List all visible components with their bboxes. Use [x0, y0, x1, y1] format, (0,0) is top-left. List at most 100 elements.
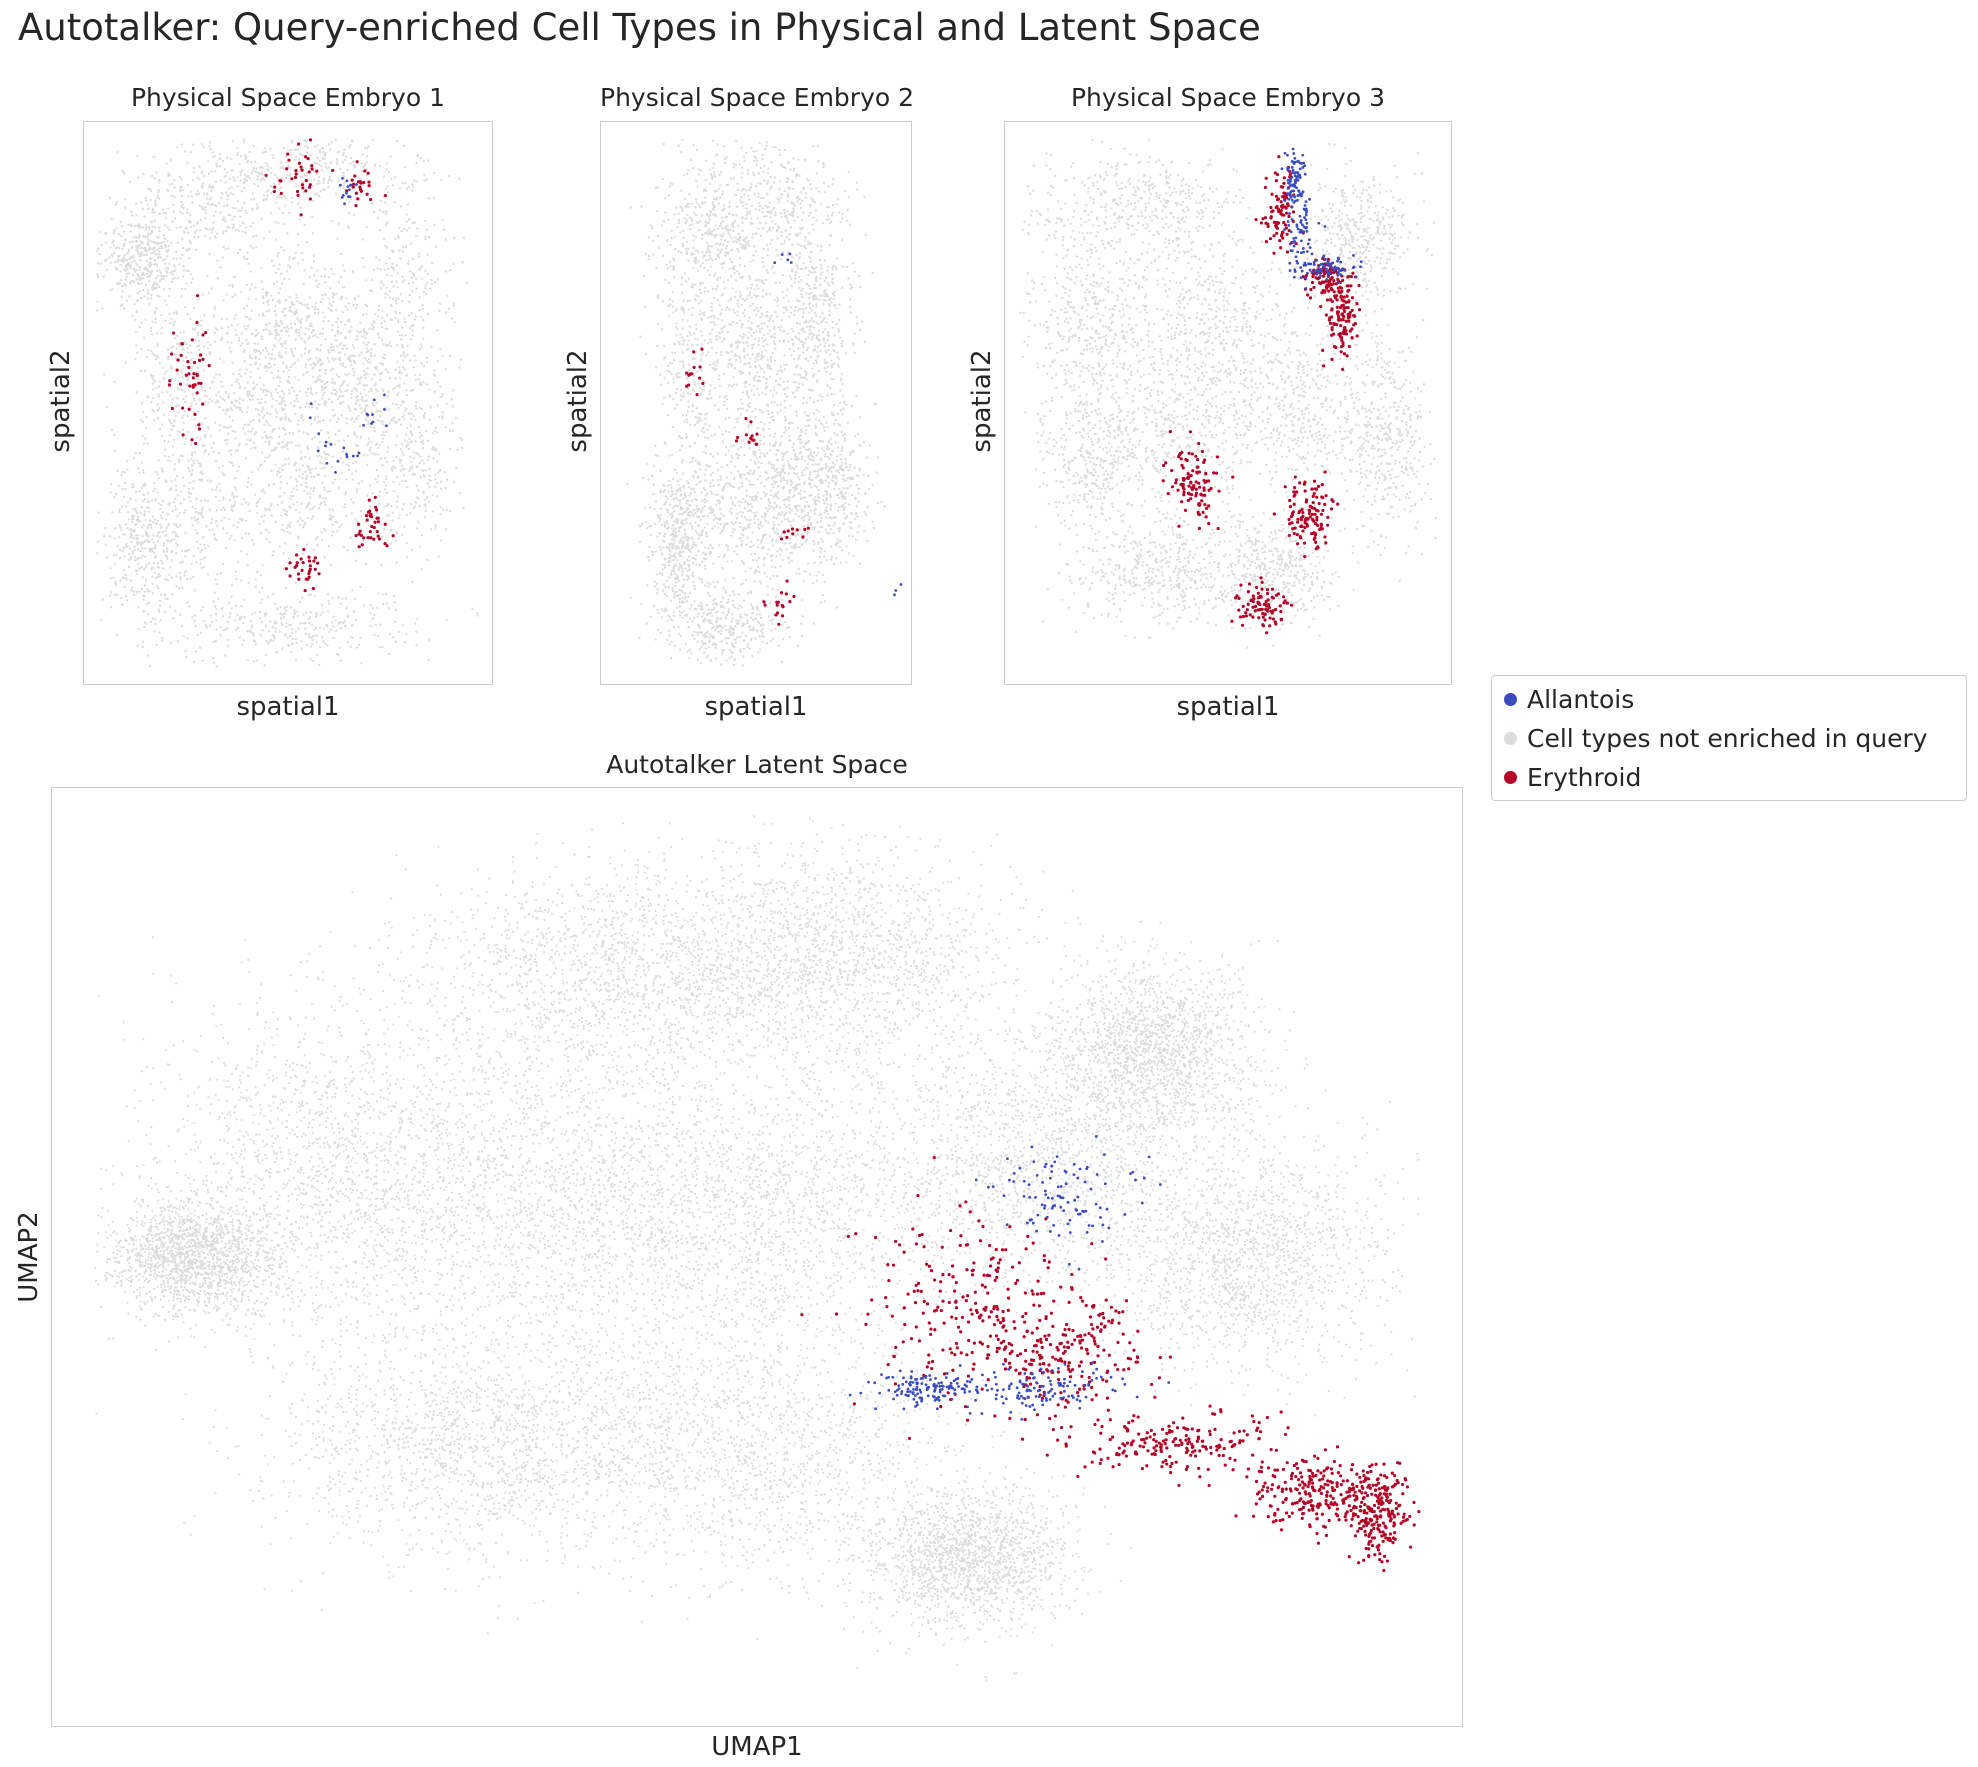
cell-not-enriched	[115, 268, 118, 271]
cell-not-enriched	[354, 306, 358, 310]
cell-not-enriched	[766, 171, 770, 175]
cell-not-enriched	[208, 145, 211, 148]
cell-not-enriched	[181, 376, 184, 379]
cell-not-enriched	[438, 309, 441, 312]
cell-not-enriched	[229, 407, 232, 410]
cell-not-enriched	[391, 262, 394, 266]
cell-not-enriched	[135, 262, 138, 265]
cell-erythroid	[358, 180, 363, 184]
cell-not-enriched	[299, 456, 303, 460]
cell-not-enriched	[349, 645, 353, 649]
cell-not-enriched	[214, 204, 218, 208]
cell-not-enriched	[120, 473, 123, 477]
cell-not-enriched	[158, 226, 161, 229]
cell-not-enriched	[418, 308, 421, 312]
cell-not-enriched	[379, 420, 382, 423]
cell-not-enriched	[220, 326, 224, 330]
cell-not-enriched	[310, 422, 313, 426]
cell-not-enriched	[214, 210, 217, 214]
cell-not-enriched	[806, 462, 810, 466]
cell-not-enriched	[123, 471, 127, 474]
cell-not-enriched	[248, 398, 252, 401]
cell-not-enriched	[194, 624, 197, 628]
cell-not-enriched	[262, 314, 265, 318]
cell-not-enriched	[315, 653, 319, 656]
cell-not-enriched	[411, 465, 414, 468]
cell-not-enriched	[138, 590, 141, 594]
cell-not-enriched	[138, 223, 141, 226]
cell-not-enriched	[307, 465, 310, 469]
cell-not-enriched	[379, 522, 382, 526]
cell-not-enriched	[373, 634, 376, 637]
cell-not-enriched	[337, 375, 341, 379]
cell-not-enriched	[629, 596, 632, 600]
cell-not-enriched	[135, 240, 139, 243]
cell-not-enriched	[141, 534, 144, 538]
cell-not-enriched	[355, 389, 359, 393]
cell-not-enriched	[204, 449, 207, 452]
cell-not-enriched	[639, 335, 642, 338]
cell-not-enriched	[122, 171, 126, 175]
cell-not-enriched	[163, 611, 167, 614]
cell-not-enriched	[258, 420, 261, 423]
cell-not-enriched	[304, 366, 307, 369]
cell-not-enriched	[849, 484, 852, 488]
cell-not-enriched	[296, 423, 300, 426]
cell-not-enriched	[216, 399, 219, 402]
cell-not-enriched	[379, 362, 382, 365]
cell-not-enriched	[163, 454, 167, 458]
cell-not-enriched	[278, 182, 281, 186]
cell-not-enriched	[220, 519, 223, 522]
cell-not-enriched	[330, 179, 333, 182]
cell-not-enriched	[217, 401, 220, 404]
cell-not-enriched	[150, 220, 154, 223]
cell-not-enriched	[172, 438, 176, 441]
cell-not-enriched	[323, 386, 327, 389]
cell-not-enriched	[317, 175, 321, 179]
cell-not-enriched	[362, 604, 366, 607]
cell-not-enriched	[773, 359, 777, 362]
cell-not-enriched	[289, 322, 293, 326]
cell-not-enriched	[676, 606, 679, 610]
cell-not-enriched	[400, 338, 403, 341]
cell-not-enriched	[190, 454, 194, 457]
cell-not-enriched	[667, 511, 670, 514]
cell-not-enriched	[415, 180, 418, 183]
cell-not-enriched	[278, 299, 281, 302]
cell-not-enriched	[336, 330, 339, 334]
cell-not-enriched	[411, 183, 414, 186]
cell-not-enriched	[228, 415, 231, 419]
cell-not-enriched	[330, 343, 333, 346]
cell-not-enriched	[402, 351, 406, 354]
cell-not-enriched	[218, 405, 221, 409]
cell-not-enriched	[123, 585, 126, 589]
cell-not-enriched	[305, 402, 309, 405]
cell-not-enriched	[144, 579, 148, 582]
cell-not-enriched	[287, 441, 290, 444]
cell-not-enriched	[136, 154, 139, 158]
cell-not-enriched	[135, 590, 138, 594]
cell-not-enriched	[332, 348, 335, 352]
cell-not-enriched	[737, 250, 740, 253]
cell-not-enriched	[160, 503, 163, 507]
cell-not-enriched	[183, 231, 186, 234]
cell-not-enriched	[200, 422, 204, 426]
cell-not-enriched	[415, 630, 418, 633]
cell-not-enriched	[152, 551, 156, 554]
cell-not-enriched	[396, 500, 399, 503]
cell-not-enriched	[785, 235, 788, 239]
cell-not-enriched	[172, 424, 176, 428]
cell-not-enriched	[364, 146, 367, 150]
cell-not-enriched	[394, 608, 397, 612]
cell-not-enriched	[169, 566, 172, 569]
cell-not-enriched	[817, 500, 821, 503]
cell-not-enriched	[441, 415, 444, 418]
cell-not-enriched	[439, 347, 442, 351]
cell-not-enriched	[113, 537, 116, 540]
cell-erythroid	[297, 142, 301, 146]
cell-not-enriched	[350, 325, 353, 329]
cell-not-enriched	[241, 342, 244, 345]
cell-allantois	[348, 188, 351, 192]
cell-not-enriched	[236, 469, 239, 473]
cell-not-enriched	[150, 293, 153, 297]
